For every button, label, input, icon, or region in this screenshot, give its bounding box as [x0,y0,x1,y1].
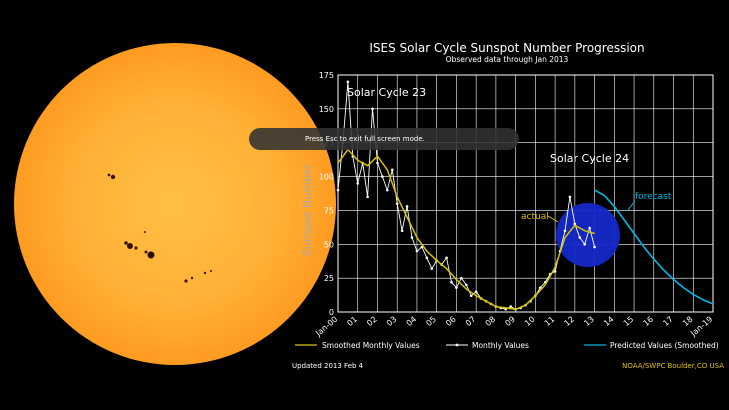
label-actual: actual [521,212,549,222]
sun-image [14,43,336,365]
data-point [395,202,399,205]
credit-text: NOAA/SWPC Boulder,CO USA [622,362,724,370]
data-point [415,249,419,253]
label-solar-cycle-24: Solar Cycle 24 [550,152,629,165]
cycle24-highlight-circle [556,203,620,267]
series-line-monthly-values [337,81,596,310]
data-point [430,267,434,270]
data-point [563,229,567,233]
y-tick-label: 100 [319,173,334,182]
data-point [588,226,591,230]
x-tick-label: Jan-00 [313,315,339,339]
actual-arrow [547,215,559,223]
data-point [593,245,596,249]
x-tick-label: 14 [602,315,616,328]
data-point [356,182,360,185]
data-point [410,236,414,239]
x-tick-label: 09 [503,315,517,328]
x-tick-label: Jan-19 [688,315,714,339]
y-tick-labels: 0255075100125150175 [319,71,334,317]
data-point [405,205,409,208]
x-tick-label: 04 [405,315,419,328]
data-point [573,222,577,226]
legend: Smoothed Monthly Values Monthly Values P… [295,341,719,350]
chart-grid [337,74,714,313]
fullscreen-notice: Press Esc to exit full screen mode. [249,128,519,150]
data-point [346,80,350,84]
data-point [376,161,379,165]
legend-predicted: Predicted Values (Smoothed) [610,341,719,350]
y-tick-label: 25 [324,274,334,283]
label-solar-cycle-23: Solar Cycle 23 [347,86,426,99]
data-point [553,270,557,273]
legend-marker-monthly [455,343,459,347]
x-tick-label: 03 [385,315,399,328]
y-tick-label: 50 [324,240,334,249]
data-point [400,229,404,233]
data-point [469,294,473,298]
data-point [539,286,542,289]
series-line-predicted-values-smoothed [594,189,714,305]
data-point [578,236,582,239]
chart-title: ISES Solar Cycle Sunspot Number Progress… [369,41,644,55]
label-forecast: forecast [635,192,672,202]
x-tick-label: 05 [424,315,438,328]
data-point [460,276,463,280]
data-point [445,256,448,260]
data-point [366,195,369,199]
y-tick-label: 0 [329,308,334,317]
data-point [455,286,458,289]
legend-monthly: Monthly Values [472,341,529,350]
data-point [381,175,384,178]
sunspot-group [107,173,212,283]
x-tick-label: 02 [365,315,379,328]
data-point [450,280,453,284]
updated-date: Updated 2013 Feb 4 [292,362,364,370]
x-tick-label: 06 [444,315,458,328]
x-tick-label: 08 [484,315,498,328]
y-tick-label: 150 [319,105,334,114]
x-tick-label: 15 [622,315,636,328]
chart-subtitle: Observed data through Jan 2013 [446,55,569,64]
x-tick-label: 18 [681,315,695,328]
x-tick-label: 10 [523,315,537,328]
data-point [583,242,587,246]
data-point [464,283,468,287]
x-tick-label: 17 [661,315,675,328]
data-point [509,305,512,308]
legend-smoothed: Smoothed Monthly Values [322,341,420,350]
x-tick-label: 07 [464,315,478,328]
x-tick-labels: Jan-00 01 02 03 04 05 06 07 08 09 10 11 12 13 14 15 16 17… [313,315,714,339]
forecast-arrow [627,200,636,211]
data-point [474,290,478,293]
y-tick-label: 175 [319,71,334,80]
data-point [336,188,340,192]
chart-series [336,80,714,311]
fullscreen-notice-text: Press Esc to exit full screen mode. [305,135,425,143]
y-tick-label: 75 [324,206,334,215]
data-point [371,107,374,111]
data-point [425,256,429,260]
data-point [386,188,389,192]
x-tick-label: 13 [582,315,596,328]
y-axis-label: Sunspot Number [301,163,314,256]
x-tick-label: 12 [563,315,577,328]
x-tick-label: 01 [345,315,359,328]
data-point [568,195,572,199]
x-tick-label: 16 [641,315,655,328]
series-line-smoothed-monthly-values [337,148,595,311]
x-tick-label: 11 [543,315,557,328]
data-point [390,168,394,172]
